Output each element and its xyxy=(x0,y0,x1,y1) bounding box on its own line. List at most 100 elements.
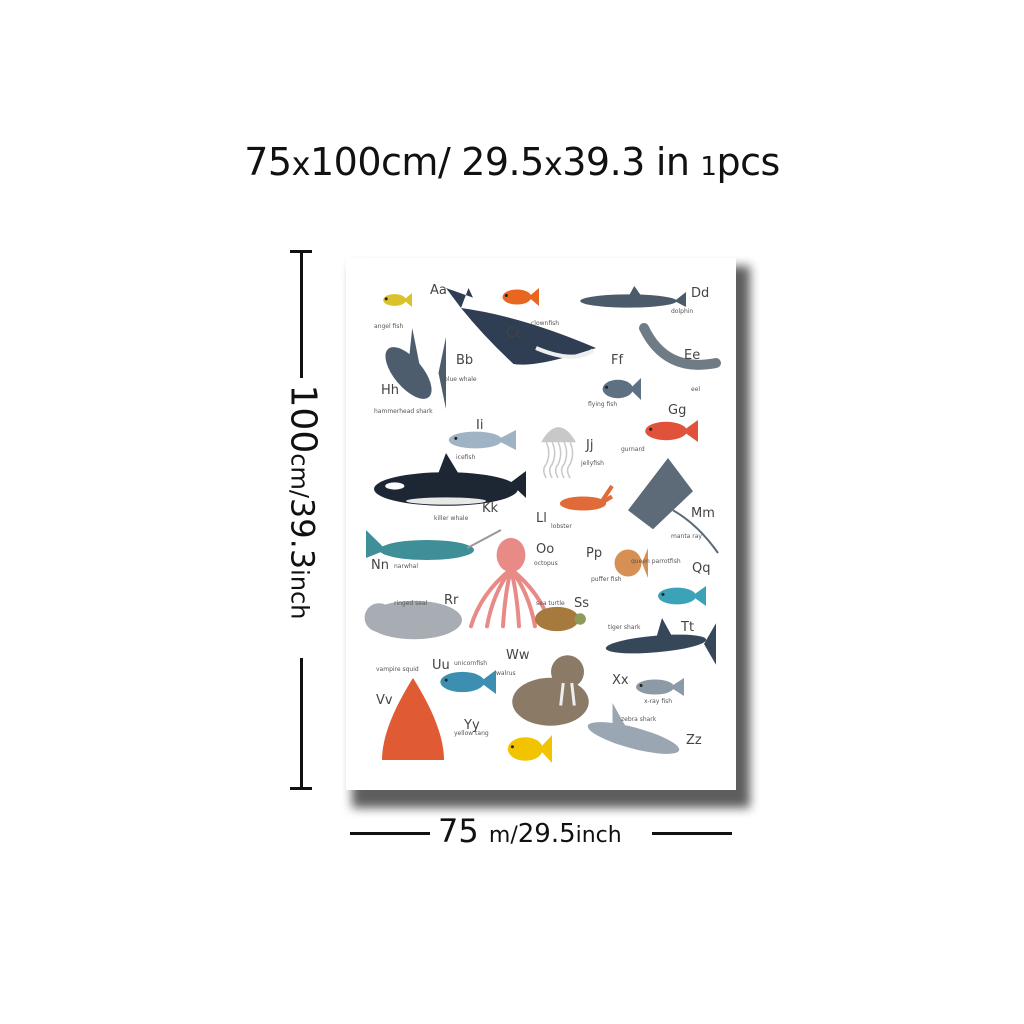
headline-width: 75 xyxy=(244,140,292,184)
walrus-illustration xyxy=(512,655,589,726)
poster-caption: ringed seal xyxy=(394,600,428,607)
size-headline: 75x100cm/ 29.5x39.3 in 1pcs xyxy=(0,140,1024,184)
poster-letter: Vv xyxy=(376,693,393,708)
poster-caption: unicornfish xyxy=(454,660,488,667)
poster-caption: octopus xyxy=(534,560,558,567)
poster-caption: puffer fish xyxy=(591,576,622,583)
sea-turtle-illustration xyxy=(534,606,586,632)
poster-letter: Dd xyxy=(691,286,710,301)
poster-caption: sea turtle xyxy=(536,600,565,607)
angel-fish-illustration xyxy=(383,293,412,307)
poster-caption: hammerhead shark xyxy=(374,408,433,415)
poster-caption: jellyfish xyxy=(581,460,604,467)
jellyfish-illustration xyxy=(541,427,576,479)
dolphin-illustration xyxy=(580,286,686,308)
vertical-unit: cm/ xyxy=(285,453,314,498)
horizontal-dimension-line-right xyxy=(652,832,732,835)
eel-illustration xyxy=(639,323,721,370)
poster-caption: zebra shark xyxy=(621,716,657,723)
hammerhead-shark-illustration xyxy=(385,328,446,409)
headline-height-in: 39.3 xyxy=(562,140,645,184)
poster-letter: Xx xyxy=(612,673,629,688)
puffer-fish-illustration xyxy=(614,548,648,578)
vertical-inch-unit: inch xyxy=(285,569,314,620)
ringed-seal-illustration xyxy=(364,600,462,640)
horizontal-dimension-label: 75 m/29.5inch xyxy=(438,812,622,850)
yellow-tang-illustration xyxy=(507,735,552,763)
poster-letter: Qq xyxy=(692,561,711,576)
poster-letter: Bb xyxy=(456,353,474,368)
headline-count: 1 xyxy=(700,152,717,182)
poster-letter: Aa xyxy=(430,283,447,298)
poster-caption: lobster xyxy=(551,523,572,530)
blue-whale-illustration xyxy=(446,288,596,365)
poster-letter: Rr xyxy=(444,593,459,608)
poster-letter: Ff xyxy=(611,353,624,368)
headline-width-in: 29.5 xyxy=(461,140,544,184)
poster-letter: Gg xyxy=(668,403,687,418)
x-ray-fish-illustration xyxy=(636,678,684,696)
poster-caption: eel xyxy=(691,386,701,393)
poster-caption: flying fish xyxy=(588,401,618,408)
poster-letter: Mm xyxy=(691,506,715,521)
horizontal-inches: 29.5 xyxy=(517,819,576,849)
poster-letter: Ww xyxy=(506,648,530,663)
octopus-illustration xyxy=(469,537,553,629)
poster-caption: clownfish xyxy=(531,320,560,327)
poster-letter: Zz xyxy=(686,733,702,748)
vampire-squid-illustration xyxy=(382,678,444,760)
gurnard-illustration xyxy=(645,420,698,442)
poster-letter: Ss xyxy=(574,596,590,611)
poster-letter: Yy xyxy=(464,718,480,733)
vertical-number: 100 xyxy=(282,384,324,454)
zebra-shark-illustration xyxy=(587,703,680,754)
poster-caption: x-ray fish xyxy=(644,698,673,705)
poster-caption: vampire squid xyxy=(376,666,419,673)
headline-in-unit: in xyxy=(655,140,690,184)
poster-caption: tiger shark xyxy=(608,624,641,631)
flying-fish-illustration xyxy=(602,378,641,400)
poster-letter: Pp xyxy=(586,546,603,561)
alphabet-sea-animals-poster: Aa angel fish Bb blue whale Cc clownfish Dd dol… xyxy=(346,258,736,790)
poster-letter: Oo xyxy=(536,542,555,557)
poster-caption: yellow tang xyxy=(454,730,489,737)
horizontal-unit: m/ xyxy=(488,823,518,848)
vertical-dimension-label: 100cm/39.3inch xyxy=(283,385,324,620)
vertical-dimension-line-top xyxy=(300,250,303,378)
poster-caption: walrus xyxy=(496,670,516,677)
unicornfish-illustration xyxy=(440,670,496,694)
poster-caption: narwhal xyxy=(394,563,418,570)
headline-x2: x xyxy=(543,145,563,183)
poster-letter: Nn xyxy=(371,558,389,573)
headline-pcs: pcs xyxy=(716,140,780,184)
poster-caption: blue whale xyxy=(444,376,477,383)
poster-artwork xyxy=(364,286,721,763)
poster-letter: Ee xyxy=(684,348,701,363)
poster-caption: angel fish xyxy=(374,323,404,330)
poster-letter: Cc xyxy=(506,326,523,341)
horizontal-number: 75 xyxy=(438,812,479,850)
poster-caption: killer whale xyxy=(434,515,469,522)
poster-letter: Jj xyxy=(586,438,594,453)
vertical-dimension-tick-bottom xyxy=(290,787,312,790)
headline-height: 100cm/ xyxy=(310,140,451,184)
poster-caption: manta ray xyxy=(671,533,702,540)
horizontal-inch-unit: inch xyxy=(575,823,622,848)
poster-letter: Uu xyxy=(432,658,450,673)
clownfish-illustration xyxy=(502,288,539,306)
poster-letter: Hh xyxy=(381,383,400,398)
narwhal-illustration xyxy=(366,529,502,560)
poster-caption: icefish xyxy=(456,454,476,461)
vertical-dimension-line-bottom xyxy=(300,658,303,790)
poster-letter: Ll xyxy=(536,511,547,526)
poster-letter: Tt xyxy=(681,620,695,635)
poster-letter: Ii xyxy=(476,418,484,433)
tiger-shark-illustration xyxy=(605,618,716,665)
manta-ray-illustration xyxy=(628,458,719,554)
killer-whale-illustration xyxy=(374,453,526,506)
icefish-illustration xyxy=(448,430,516,450)
poster-caption: gurnard xyxy=(621,446,645,453)
horizontal-dimension-line-left xyxy=(350,832,430,835)
queen-parrotfish-illustration xyxy=(658,586,706,606)
poster-letter: Kk xyxy=(482,501,499,516)
